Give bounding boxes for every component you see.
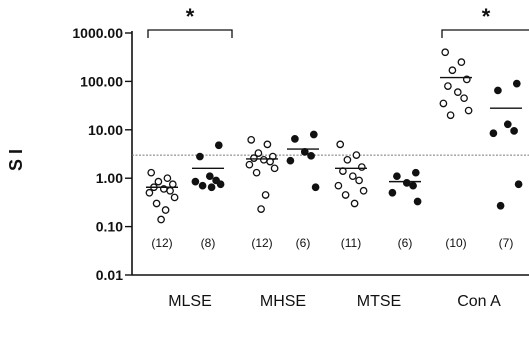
category-label: Con A <box>457 293 501 310</box>
open-point <box>357 163 366 171</box>
open-point <box>355 176 363 185</box>
open-point <box>444 82 452 90</box>
filled-point <box>207 183 216 192</box>
open-point <box>252 168 261 177</box>
significance-bracket <box>147 29 233 38</box>
filled-point <box>191 177 200 186</box>
filled-point <box>503 120 512 129</box>
open-point <box>448 66 457 75</box>
open-point <box>147 168 156 177</box>
count-label: (6) <box>296 236 311 250</box>
count-label: (12) <box>251 236 272 250</box>
filled-point <box>214 141 223 150</box>
filled-point <box>409 181 417 190</box>
open-point <box>257 205 265 213</box>
count-label: (7) <box>499 236 514 250</box>
filled-point <box>411 168 420 177</box>
open-point <box>261 191 270 199</box>
filled-point <box>393 172 401 181</box>
open-point <box>247 135 256 144</box>
open-point <box>152 199 161 208</box>
y-tick-label: 0.01 <box>96 267 123 283</box>
filled-point <box>489 129 498 138</box>
filled-point <box>291 135 299 143</box>
open-point <box>170 193 179 202</box>
filled-point <box>286 156 295 165</box>
axes: 1000.00 100.00 10.00 1.00 0.10 0.01 <box>72 25 529 283</box>
y-tick-label: 1.00 <box>96 170 123 186</box>
filled-point <box>309 130 318 139</box>
open-point <box>457 58 466 66</box>
open-point <box>350 199 359 208</box>
open-point <box>245 160 254 169</box>
open-point <box>166 186 174 195</box>
open-point <box>259 155 268 164</box>
open-point <box>460 94 468 103</box>
open-point <box>334 181 343 190</box>
open-point <box>359 186 368 195</box>
y-tick-label: 100.00 <box>80 73 123 89</box>
count-label: (11) <box>341 236 361 250</box>
filled-point <box>216 180 225 189</box>
open-point <box>439 99 448 108</box>
filled-point <box>496 201 505 210</box>
category-label: MTSE <box>357 293 401 310</box>
open-point <box>145 188 154 197</box>
open-point <box>163 174 172 183</box>
filled-point <box>510 127 518 135</box>
filled-point <box>198 181 207 190</box>
filled-point <box>196 152 204 161</box>
count-label: (6) <box>398 236 413 250</box>
count-label: (8) <box>201 236 216 250</box>
open-point <box>348 172 357 181</box>
significance-star: * <box>186 4 195 29</box>
open-point <box>352 151 361 159</box>
open-point <box>250 154 258 162</box>
open-point <box>336 140 345 149</box>
filled-point <box>388 188 397 197</box>
category-label: MHSE <box>260 293 306 310</box>
open-point <box>154 177 163 186</box>
open-point <box>453 88 462 96</box>
open-point <box>270 164 279 173</box>
open-point <box>157 215 165 224</box>
count-label: (10) <box>445 236 466 250</box>
filled-point <box>512 79 521 88</box>
open-point <box>341 191 350 199</box>
y-axis-label: S I <box>6 149 26 171</box>
open-point <box>263 140 272 149</box>
filled-point <box>413 197 422 206</box>
filled-point <box>307 151 315 160</box>
significance-star: * <box>482 4 491 29</box>
open-point <box>446 111 455 120</box>
y-tick-label: 1000.00 <box>72 25 123 41</box>
data-marks: * * <box>145 4 529 224</box>
open-point <box>441 48 450 57</box>
filled-point <box>205 172 214 181</box>
filled-point <box>514 180 523 189</box>
filled-point <box>402 179 411 187</box>
y-tick-label: 10.00 <box>88 122 123 138</box>
open-point <box>161 206 170 214</box>
filled-point <box>311 183 320 192</box>
open-point <box>168 180 177 189</box>
y-tick-label: 0.10 <box>96 219 123 235</box>
open-point <box>464 106 473 115</box>
category-labels: (12) (8) MLSE (12) (6) MHSE (11) (6) MTSE (10) (7)… <box>151 236 513 310</box>
filled-point <box>494 86 502 95</box>
count-label: (12) <box>151 236 172 250</box>
category-label: MLSE <box>168 293 212 310</box>
significance-bracket <box>441 29 529 38</box>
open-point <box>343 155 352 164</box>
open-point <box>254 149 263 157</box>
